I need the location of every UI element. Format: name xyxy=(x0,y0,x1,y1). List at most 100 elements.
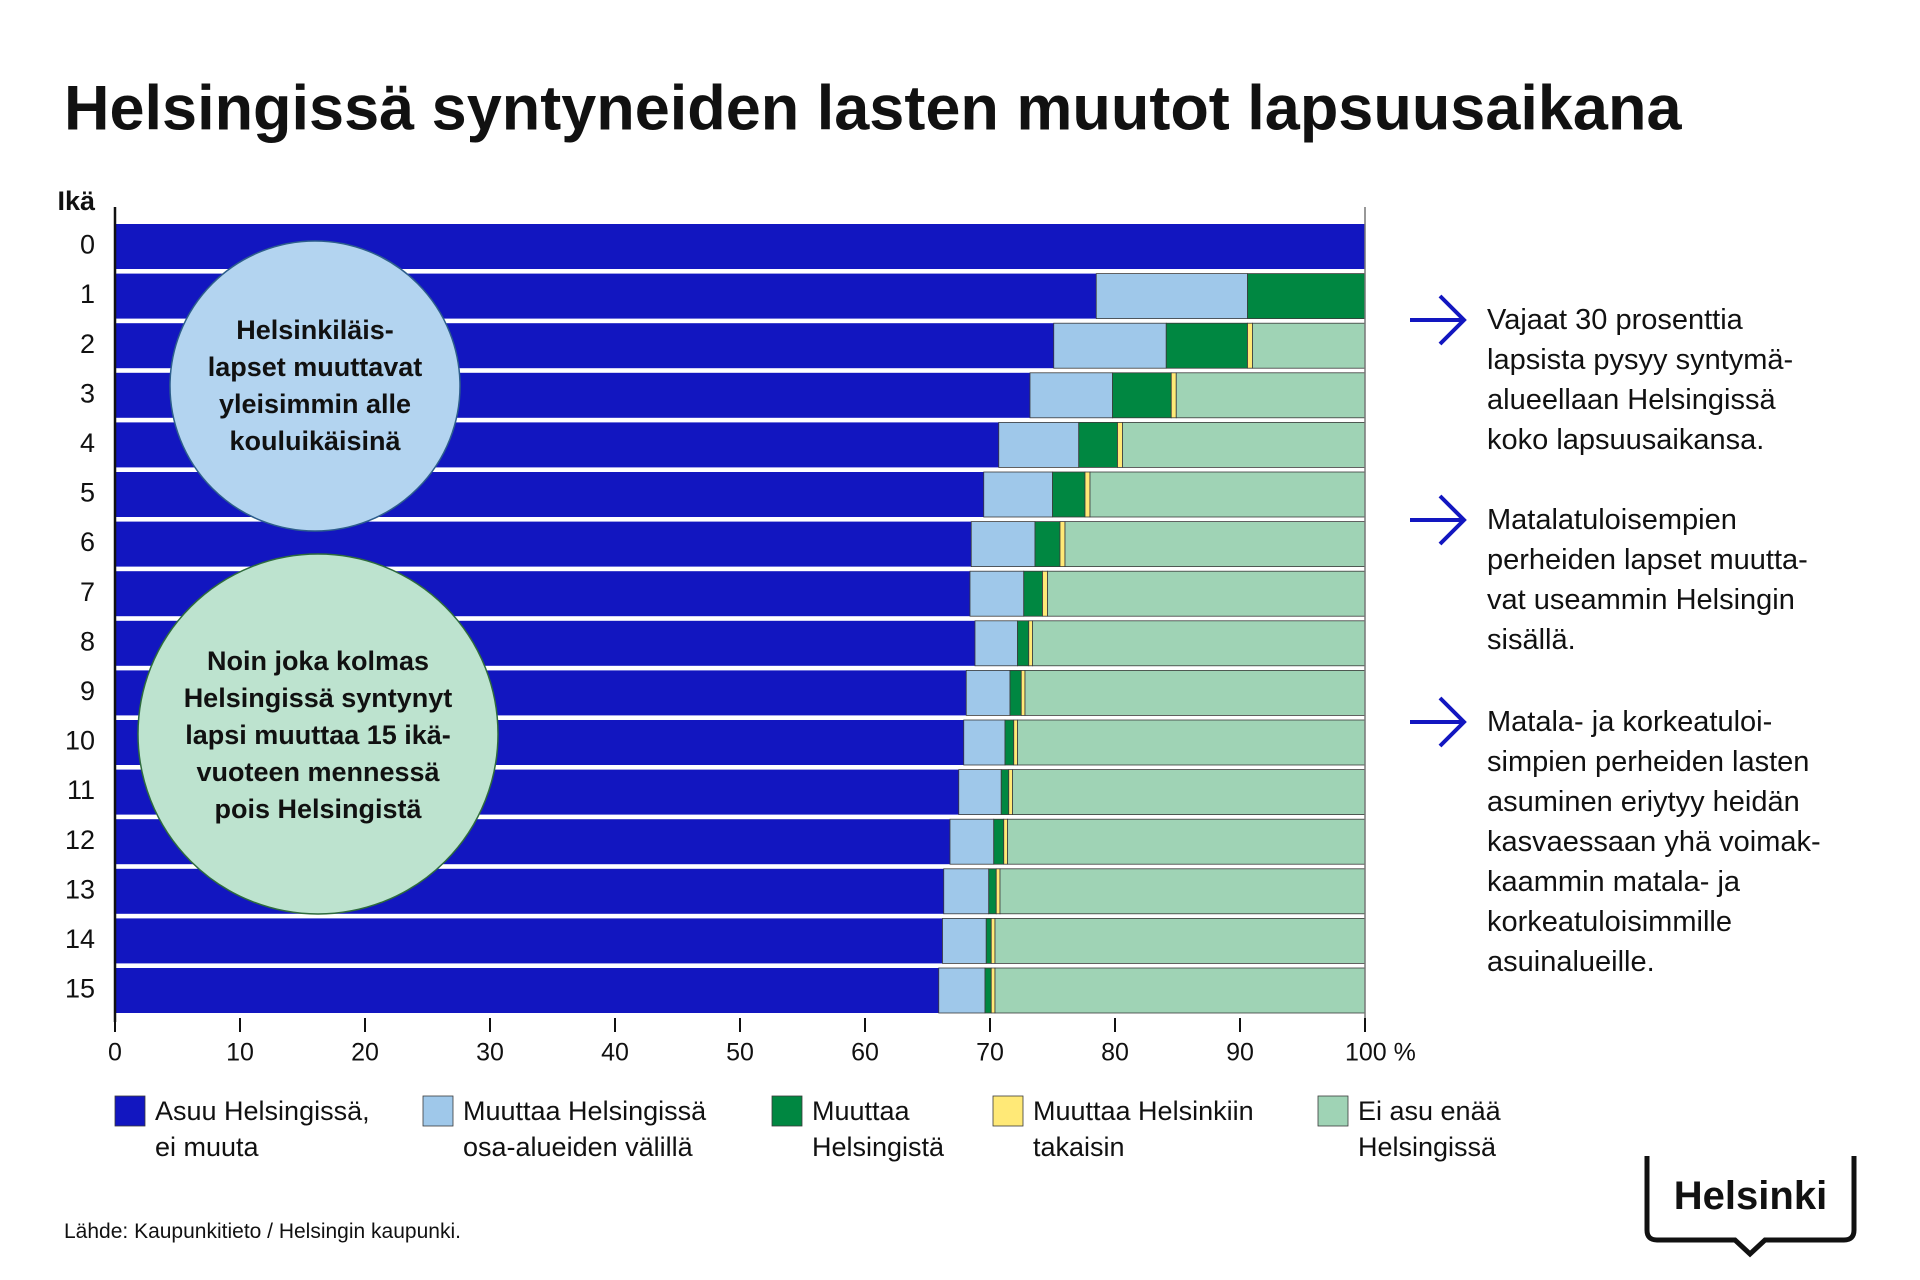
bar-segment xyxy=(115,521,972,567)
y-tick-label: 0 xyxy=(80,230,95,260)
y-tick-label: 15 xyxy=(65,974,95,1004)
bar-segment xyxy=(1175,372,1366,419)
bar-segment xyxy=(1112,372,1172,419)
y-tick-label: 7 xyxy=(80,577,95,607)
bar-segment xyxy=(1024,670,1366,716)
x-tick-label: 90 xyxy=(1226,1039,1254,1067)
bar-segment xyxy=(1247,273,1366,320)
bar-segment xyxy=(965,670,1011,716)
y-tick-label: 10 xyxy=(65,726,95,756)
bar-segment xyxy=(1017,719,1366,766)
x-tick-label: 100 % xyxy=(1345,1039,1416,1067)
bar-segment xyxy=(994,967,1366,1014)
x-tick-label: 50 xyxy=(726,1039,754,1067)
bar-segment xyxy=(974,620,1018,667)
x-tick-label: 0 xyxy=(108,1039,122,1067)
y-tick-label: 13 xyxy=(65,874,95,904)
legend-swatch xyxy=(771,1095,803,1127)
y-tick-label: 8 xyxy=(80,626,95,656)
x-tick-label: 70 xyxy=(976,1039,1004,1067)
bar-segment xyxy=(1017,620,1030,667)
bar-segment xyxy=(1095,273,1248,320)
bar-segment xyxy=(1003,818,1008,865)
bar-segment xyxy=(938,967,986,1014)
bar-segment xyxy=(1012,769,1366,815)
bar-segment xyxy=(988,868,997,915)
bar-segment xyxy=(984,967,992,1014)
legend-swatch xyxy=(1317,1095,1349,1127)
bar-segment xyxy=(1247,322,1253,369)
bar-segment xyxy=(999,868,1366,915)
note: Vajaat 30 prosenttia lapsista pysyy synt… xyxy=(1487,304,1794,456)
legend-label: Asuu Helsingissä, ei muuta xyxy=(155,1096,370,1162)
y-axis-label: Ikä xyxy=(57,186,96,216)
legend-label: Muuttaa Helsingistä xyxy=(812,1096,945,1162)
x-tick-label: 30 xyxy=(476,1039,504,1067)
legend-swatch xyxy=(114,1095,146,1127)
bar-segment xyxy=(1170,372,1177,419)
y-tick-label: 2 xyxy=(80,329,95,359)
legend-swatch xyxy=(992,1095,1024,1127)
legend-label: Ei asu enää Helsingissä xyxy=(1358,1096,1501,1162)
y-tick-label: 11 xyxy=(67,775,95,805)
bar-segment xyxy=(969,570,1025,617)
y-tick-label: 6 xyxy=(80,527,95,557)
bar-segment xyxy=(985,918,992,964)
bar-segment xyxy=(1053,322,1167,369)
arrow-icon xyxy=(1410,294,1467,346)
bar-segment xyxy=(1020,670,1026,716)
bar-segment xyxy=(1009,670,1022,716)
x-tick-label: 60 xyxy=(851,1039,879,1067)
y-tick-label: 3 xyxy=(80,378,95,408)
callout-circle xyxy=(137,553,499,915)
bar-segment xyxy=(1032,620,1366,667)
bar-segment xyxy=(949,818,995,865)
bar-segment xyxy=(1084,471,1091,518)
bar-segment xyxy=(993,818,1005,865)
bar-segment xyxy=(1047,570,1366,617)
logo: Helsinki xyxy=(1673,1174,1828,1218)
legend-swatch xyxy=(422,1095,454,1127)
x-tick-label: 40 xyxy=(601,1039,629,1067)
y-tick-label: 12 xyxy=(65,825,95,855)
bar-segment xyxy=(943,868,990,915)
bar-segment xyxy=(1029,372,1113,419)
y-tick-label: 14 xyxy=(65,924,95,954)
bar-segment xyxy=(990,967,996,1014)
x-tick-label: 20 xyxy=(351,1039,379,1067)
note: Matalatuloisempien perheiden lapset muut… xyxy=(1487,504,1808,656)
bar-segment xyxy=(1064,521,1366,567)
y-tick-label: 9 xyxy=(80,676,95,706)
bar-segment xyxy=(1122,421,1366,468)
y-tick-label: 5 xyxy=(80,478,95,508)
callout-circle xyxy=(169,240,461,532)
bar-segment xyxy=(1059,521,1066,567)
bar-segment xyxy=(994,918,1366,964)
source: Lähde: Kaupunkitieto / Helsingin kaupunk… xyxy=(64,1220,461,1243)
y-tick-label: 4 xyxy=(80,428,95,458)
bar-segment xyxy=(115,918,943,964)
arrow-icon xyxy=(1410,696,1467,748)
y-tick-label: 1 xyxy=(80,279,95,309)
x-tick-label: 80 xyxy=(1101,1039,1129,1067)
bar-segment xyxy=(1034,521,1061,567)
bar-segment xyxy=(995,868,1001,915)
bar-segment xyxy=(1117,421,1123,468)
bar-segment xyxy=(1252,322,1366,369)
bar-segment xyxy=(1028,620,1033,667)
bar-segment xyxy=(990,918,996,964)
bar-segment xyxy=(942,918,987,964)
bar-segment xyxy=(1004,719,1015,766)
note: Matala- ja korkeatuloi- simpien perheide… xyxy=(1487,706,1821,978)
chart-title: Helsingissä syntyneiden lasten muutot la… xyxy=(64,74,1682,144)
x-tick-label: 10 xyxy=(226,1039,254,1067)
bar-segment xyxy=(1042,570,1048,617)
legend-label: Muuttaa Helsingissä osa-alueiden välillä xyxy=(463,1096,707,1162)
bar-segment xyxy=(958,769,1002,815)
bar-segment xyxy=(970,521,1036,567)
bar-segment xyxy=(1089,471,1366,518)
legend-label: Muuttaa Helsinkiin takaisin xyxy=(1033,1096,1254,1162)
bar-segment xyxy=(1000,769,1010,815)
